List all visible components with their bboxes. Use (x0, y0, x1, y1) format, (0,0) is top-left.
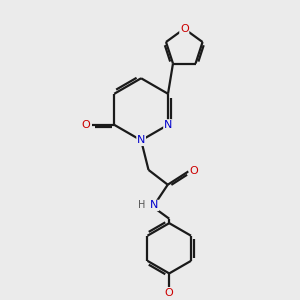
Text: N: N (164, 120, 172, 130)
Text: N: N (137, 135, 145, 146)
Text: O: O (189, 167, 198, 176)
Text: N: N (150, 200, 159, 210)
Text: O: O (82, 120, 91, 130)
Text: O: O (165, 288, 174, 298)
Text: H: H (138, 200, 146, 210)
Text: O: O (180, 24, 189, 34)
